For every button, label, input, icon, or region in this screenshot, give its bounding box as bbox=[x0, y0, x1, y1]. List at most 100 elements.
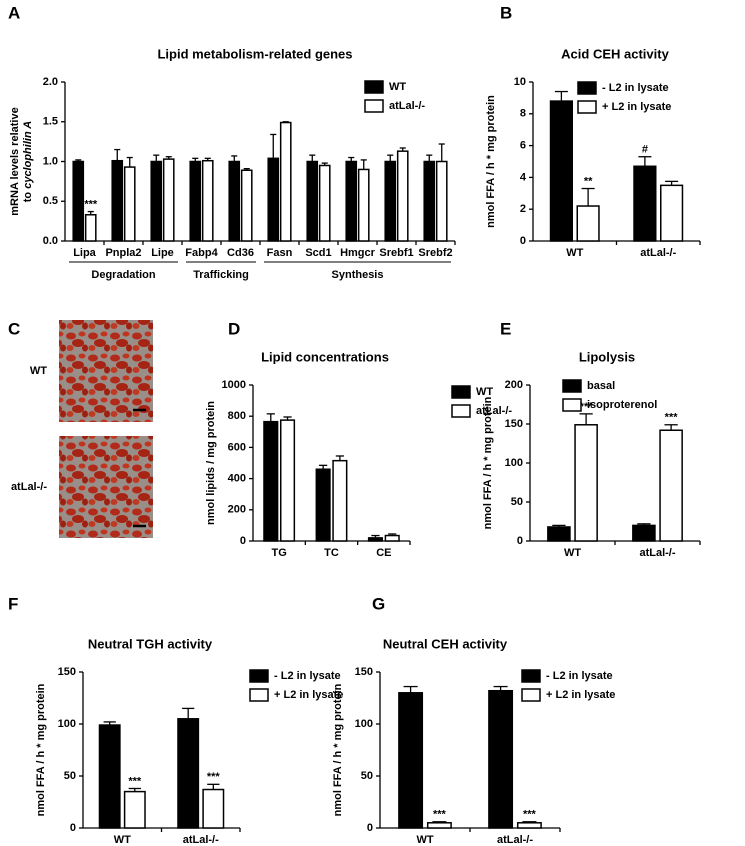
bar bbox=[279, 419, 296, 542]
legend-swatch bbox=[521, 669, 541, 683]
y-tick-label: 10 bbox=[514, 76, 526, 88]
x-tick-label: Pnpla2 bbox=[105, 247, 141, 259]
bar bbox=[357, 168, 370, 242]
legend-swatch bbox=[577, 81, 597, 95]
y-axis-label: nmol FFA / h * mg protein bbox=[482, 396, 494, 529]
legend-swatch bbox=[521, 688, 541, 702]
y-tick-label: 1.0 bbox=[43, 155, 58, 167]
bar bbox=[516, 822, 542, 829]
significance-label: *** bbox=[128, 775, 142, 787]
significance-label: *** bbox=[523, 809, 537, 821]
bar bbox=[72, 160, 85, 242]
legend-swatch bbox=[451, 404, 471, 418]
image-label: WT bbox=[30, 365, 47, 377]
y-tick-label: 8 bbox=[520, 108, 526, 120]
legend-swatch bbox=[249, 688, 269, 702]
significance-label: ** bbox=[584, 175, 593, 187]
y-tick-label: 2 bbox=[520, 203, 526, 215]
legend-swatch bbox=[364, 99, 384, 113]
bar bbox=[315, 468, 331, 542]
panel-label: A bbox=[8, 3, 20, 22]
group-label: Synthesis bbox=[332, 269, 384, 281]
panel-label: D bbox=[228, 319, 240, 338]
bar bbox=[84, 214, 97, 242]
panel-label: C bbox=[8, 319, 20, 338]
x-tick-label: Cd36 bbox=[227, 247, 254, 259]
y-tick-label: 200 bbox=[228, 504, 246, 516]
x-tick-label: atLal-/- bbox=[640, 247, 676, 259]
bar bbox=[267, 157, 280, 242]
x-tick-label: WT bbox=[114, 834, 131, 846]
legend-swatch bbox=[364, 80, 384, 94]
y-tick-label: 2.0 bbox=[43, 76, 58, 88]
bar bbox=[398, 692, 424, 829]
x-tick-label: WT bbox=[564, 547, 581, 559]
x-tick-label: TC bbox=[324, 547, 339, 559]
y-axis-label: nmol FFA / h * mg protein bbox=[332, 683, 344, 816]
chart-title: Neutral TGH activity bbox=[88, 636, 213, 651]
legend-label: basal bbox=[587, 380, 615, 392]
bar bbox=[240, 169, 253, 242]
legend-label: WT bbox=[389, 81, 406, 93]
bar bbox=[547, 526, 571, 542]
x-tick-label: WT bbox=[416, 834, 433, 846]
y-tick-label: 1.5 bbox=[43, 116, 58, 128]
legend-label: - L2 in lysate bbox=[274, 670, 341, 682]
y-tick-label: 50 bbox=[64, 770, 76, 782]
y-tick-label: 100 bbox=[505, 457, 523, 469]
legend-label: - L2 in lysate bbox=[546, 670, 613, 682]
bar bbox=[576, 205, 600, 242]
x-tick-label: atLal-/- bbox=[497, 834, 533, 846]
x-tick-label: WT bbox=[566, 247, 583, 259]
y-tick-label: 100 bbox=[355, 718, 373, 730]
bar bbox=[632, 524, 656, 542]
bar bbox=[98, 724, 121, 829]
chart-title: Acid CEH activity bbox=[561, 46, 669, 61]
y-tick-label: 50 bbox=[511, 496, 523, 508]
bar bbox=[549, 100, 573, 242]
y-tick-label: 50 bbox=[361, 770, 373, 782]
x-tick-label: Srebf2 bbox=[418, 247, 452, 259]
y-tick-label: 150 bbox=[58, 666, 76, 678]
bar bbox=[123, 166, 136, 242]
bar bbox=[162, 158, 175, 242]
x-tick-label: Srebf1 bbox=[379, 247, 413, 259]
chart-title: Lipid concentrations bbox=[261, 349, 389, 364]
bar bbox=[488, 689, 514, 829]
panel-label: E bbox=[500, 319, 511, 338]
y-axis-label-part: to bbox=[22, 192, 34, 203]
y-tick-label: 0 bbox=[367, 822, 373, 834]
panel-label: B bbox=[500, 3, 512, 22]
y-tick-label: 6 bbox=[520, 140, 526, 152]
significance-label: *** bbox=[665, 412, 679, 424]
bar bbox=[201, 159, 214, 242]
bar bbox=[633, 165, 657, 242]
y-tick-label: 1000 bbox=[222, 379, 246, 391]
y-tick-label: 800 bbox=[228, 410, 246, 422]
significance-label: # bbox=[642, 144, 648, 156]
chart-title: Lipid metabolism-related genes bbox=[157, 46, 352, 61]
legend-swatch bbox=[249, 669, 269, 683]
y-axis-label: to cyclophilin A bbox=[22, 121, 34, 203]
x-tick-label: Lipa bbox=[73, 247, 96, 259]
y-axis-label: nmol lipids / mg protein bbox=[205, 401, 217, 525]
bar bbox=[423, 160, 436, 242]
y-axis-label-italic: cyclophilin A bbox=[22, 121, 34, 189]
y-tick-label: 0 bbox=[520, 235, 526, 247]
x-tick-label: TG bbox=[272, 547, 287, 559]
x-tick-label: CE bbox=[376, 547, 391, 559]
y-tick-label: 200 bbox=[505, 379, 523, 391]
bar bbox=[384, 534, 400, 542]
panel-label: G bbox=[372, 594, 385, 613]
y-tick-label: 100 bbox=[58, 718, 76, 730]
y-tick-label: 4 bbox=[520, 171, 527, 183]
legend-swatch bbox=[577, 100, 597, 114]
bar bbox=[228, 160, 241, 242]
significance-label: *** bbox=[580, 401, 594, 413]
legend-label: + L2 in lysate bbox=[274, 689, 343, 701]
y-tick-label: 0.5 bbox=[43, 195, 58, 207]
x-tick-label: Fabp4 bbox=[185, 247, 218, 259]
bar bbox=[279, 121, 292, 242]
significance-label: *** bbox=[84, 198, 98, 210]
y-axis-label: nmol FFA / h * mg protein bbox=[485, 95, 497, 228]
